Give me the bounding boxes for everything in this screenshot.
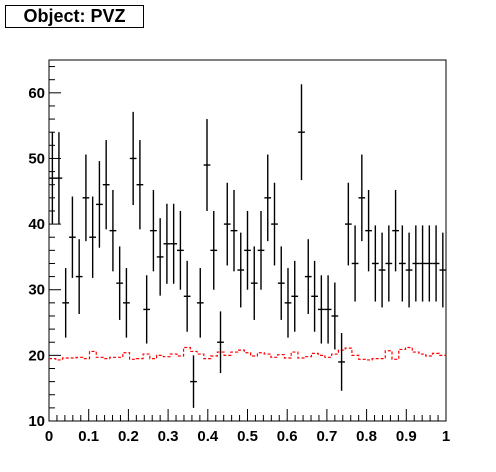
data-point <box>365 189 372 272</box>
data-point <box>291 260 299 332</box>
data-point <box>210 210 218 290</box>
data-point <box>102 140 110 230</box>
x-tick-label: 0.4 <box>197 428 219 445</box>
data-point <box>405 232 413 308</box>
black-points-series <box>49 84 447 408</box>
data-point <box>317 275 325 344</box>
data-point <box>358 154 366 242</box>
x-tick-label: 0.6 <box>277 428 298 445</box>
data-point <box>398 225 406 302</box>
data-point <box>257 210 265 290</box>
x-tick-label: 0.3 <box>158 428 179 445</box>
histogram-title: Object: PVZ <box>23 6 126 26</box>
data-point <box>284 268 292 338</box>
data-point <box>123 268 130 338</box>
tick-labels: 0 0.1 0.2 0.3 0.4 0.5 0.6 0.7 0.8 0.9 1 10 20 30 40 50 6… <box>28 85 450 445</box>
data-point <box>338 333 345 391</box>
data-point <box>344 182 352 266</box>
data-point <box>203 119 211 211</box>
data-point <box>277 246 285 320</box>
data-point <box>196 268 204 338</box>
data-point <box>177 210 184 290</box>
data-point <box>129 111 137 206</box>
data-point <box>371 225 379 302</box>
data-point <box>143 275 151 344</box>
data-point <box>183 260 191 332</box>
data-point <box>271 182 278 266</box>
data-point <box>62 268 70 338</box>
y-tick-label: 30 <box>28 282 45 299</box>
data-point <box>392 189 399 272</box>
x-tick-label: 0.8 <box>356 428 377 445</box>
data-point <box>190 355 197 408</box>
data-point <box>351 225 359 302</box>
x-tick-label: 0 <box>45 428 53 445</box>
x-tick-label: 0.9 <box>396 428 417 445</box>
data-point <box>55 132 63 225</box>
red-step-line <box>49 346 446 361</box>
data-point <box>425 225 433 302</box>
data-point <box>439 232 447 308</box>
data-point <box>412 225 420 302</box>
data-point <box>244 210 251 290</box>
data-point <box>156 218 164 296</box>
data-point <box>82 154 90 242</box>
data-point <box>230 189 238 272</box>
data-point <box>223 182 231 266</box>
x-tick-label: 1 <box>442 428 450 445</box>
data-point <box>385 225 393 302</box>
data-point <box>89 196 97 278</box>
data-point <box>69 196 76 278</box>
data-point <box>378 232 386 308</box>
data-point <box>324 275 332 344</box>
y-tick-label: 40 <box>28 216 45 233</box>
y-tick-label: 10 <box>28 413 45 430</box>
data-point <box>237 232 245 308</box>
data-point <box>311 260 318 332</box>
data-point <box>96 161 103 248</box>
data-point <box>250 246 258 320</box>
y-tick-label: 20 <box>28 347 45 364</box>
data-point <box>136 140 144 230</box>
data-point <box>419 225 426 302</box>
data-point <box>432 225 440 302</box>
data-point <box>331 282 339 350</box>
red-step-series <box>49 346 446 361</box>
x-tick-label: 0.5 <box>237 428 258 445</box>
y-tick-label: 60 <box>28 85 45 102</box>
data-point <box>304 239 312 315</box>
y-tick-label: 50 <box>28 150 45 167</box>
data-point <box>75 239 83 315</box>
data-point <box>170 203 178 284</box>
data-point <box>109 189 117 272</box>
data-point <box>49 132 56 225</box>
data-point <box>150 189 157 272</box>
x-tick-label: 0.1 <box>78 428 99 445</box>
x-tick-label: 0.7 <box>316 428 337 445</box>
data-point <box>264 154 272 242</box>
x-tick-label: 0.2 <box>118 428 139 445</box>
data-point <box>298 84 305 181</box>
histogram-title-box: Object: PVZ <box>5 5 144 28</box>
data-point <box>163 203 171 284</box>
data-point <box>217 311 224 374</box>
data-point <box>116 246 124 320</box>
